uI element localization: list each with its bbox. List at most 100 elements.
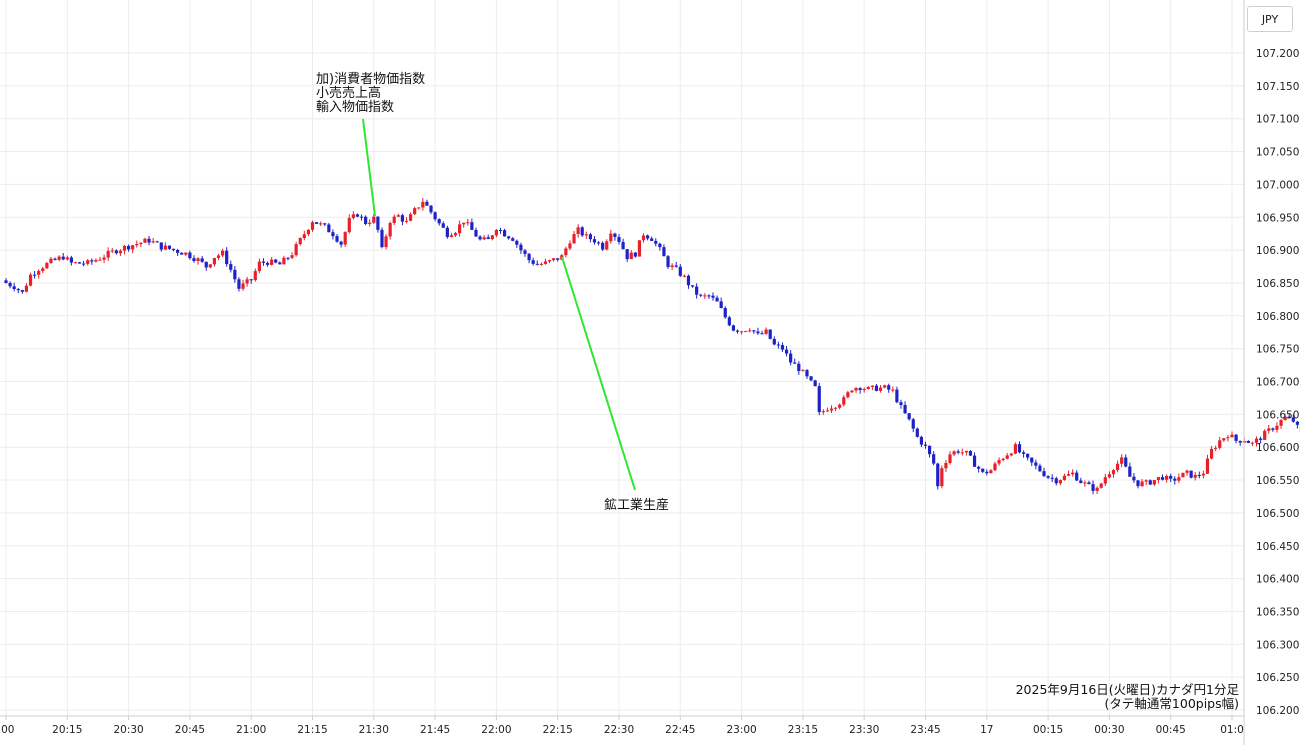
candle-body bbox=[821, 411, 825, 413]
candle-body bbox=[829, 408, 834, 411]
candle-body bbox=[163, 245, 167, 250]
candle-body bbox=[613, 233, 617, 237]
candle-body bbox=[127, 245, 131, 250]
candle-body bbox=[245, 279, 249, 284]
x-tick-label: 00:45 bbox=[1156, 724, 1186, 736]
candle-body bbox=[33, 274, 37, 276]
candle-body bbox=[73, 262, 78, 264]
candle-body bbox=[936, 463, 940, 487]
candle-body bbox=[601, 242, 605, 250]
candle-body bbox=[1062, 475, 1067, 481]
candle-body bbox=[825, 410, 830, 412]
candle-body bbox=[1160, 477, 1165, 480]
candle-body bbox=[547, 260, 552, 262]
candle-body bbox=[319, 223, 323, 225]
candle-body bbox=[343, 232, 347, 245]
candle-body bbox=[1079, 480, 1083, 483]
candle-body bbox=[1263, 430, 1267, 440]
y-tick-label: 106.300 bbox=[1256, 639, 1299, 651]
candle-body bbox=[919, 436, 924, 445]
candle-body bbox=[907, 413, 911, 420]
x-tick-label: 20:45 bbox=[175, 724, 205, 736]
candle-body bbox=[314, 222, 319, 224]
candle-body bbox=[883, 385, 887, 388]
candle-body bbox=[1115, 463, 1120, 471]
candle-body bbox=[225, 250, 229, 265]
candle-body bbox=[686, 275, 691, 286]
x-tick-label: 01:0 bbox=[1220, 724, 1244, 736]
candle-body bbox=[1034, 462, 1038, 466]
annotation-label: 鉱工業生産 bbox=[604, 497, 669, 513]
y-tick-label: 106.700 bbox=[1256, 377, 1299, 389]
candle-body bbox=[1156, 477, 1161, 480]
candle-body bbox=[715, 297, 719, 302]
candle-body bbox=[756, 331, 760, 334]
candle-body bbox=[1099, 483, 1103, 488]
candle-body bbox=[1148, 480, 1152, 485]
candle-body bbox=[981, 468, 985, 472]
candle-body bbox=[331, 232, 335, 237]
x-tick-label: 21:15 bbox=[297, 724, 327, 736]
candle-body bbox=[290, 255, 294, 258]
candle-body bbox=[903, 404, 907, 414]
candle-body bbox=[838, 404, 842, 408]
x-tick-label: 22:30 bbox=[604, 724, 634, 736]
candle-body bbox=[368, 222, 372, 224]
candle-body bbox=[789, 353, 793, 363]
candle-body bbox=[707, 295, 711, 297]
chart-caption-line-1: 2025年9月16日(火曜日)カナダ円1分足 bbox=[1016, 682, 1240, 697]
y-tick-label: 106.900 bbox=[1256, 245, 1299, 257]
candle-body bbox=[678, 266, 682, 276]
x-tick-label: 20:15 bbox=[52, 724, 82, 736]
candle-body bbox=[1222, 438, 1226, 441]
candle-body bbox=[760, 333, 764, 335]
candle-body bbox=[1218, 440, 1222, 448]
candle-body bbox=[1209, 448, 1214, 459]
candle-body bbox=[20, 290, 24, 292]
x-tick-label: 21:00 bbox=[236, 724, 266, 736]
candle-body bbox=[339, 241, 343, 245]
candle-body bbox=[1238, 440, 1242, 443]
candle-body bbox=[82, 263, 86, 265]
y-tick-label: 107.000 bbox=[1256, 179, 1299, 191]
candle-body bbox=[1246, 441, 1250, 443]
candle-body bbox=[1050, 477, 1054, 479]
candle-body bbox=[772, 338, 776, 345]
candle-body bbox=[86, 260, 90, 264]
candle-body bbox=[658, 243, 662, 248]
candle-body bbox=[282, 257, 286, 265]
candle-body bbox=[1021, 452, 1026, 454]
candle-body bbox=[866, 386, 870, 390]
candle-body bbox=[727, 317, 731, 326]
candle-body bbox=[748, 330, 752, 332]
candle-body bbox=[633, 252, 637, 257]
candle-body bbox=[392, 216, 396, 224]
candle-body bbox=[1030, 457, 1034, 463]
candle-body bbox=[1259, 438, 1263, 440]
candle-body bbox=[895, 389, 899, 403]
candle-body bbox=[1144, 480, 1148, 482]
candle-body bbox=[302, 234, 306, 239]
candle-body bbox=[1026, 453, 1030, 458]
candle-body bbox=[445, 227, 449, 237]
candle-body bbox=[609, 233, 613, 242]
candle-body bbox=[580, 227, 584, 236]
candle-body bbox=[384, 236, 388, 248]
candle-body bbox=[1042, 471, 1046, 477]
y-tick-label: 106.400 bbox=[1256, 574, 1299, 586]
candle-body bbox=[997, 460, 1001, 464]
candle-body bbox=[421, 201, 425, 208]
candle-body bbox=[265, 262, 270, 265]
currency-unit-selector[interactable]: JPY bbox=[1247, 6, 1293, 32]
x-tick-label: 17 bbox=[980, 724, 993, 736]
candle-body bbox=[703, 295, 707, 297]
candle-body bbox=[1095, 487, 1099, 491]
candle-body bbox=[887, 385, 891, 390]
y-tick-label: 106.450 bbox=[1256, 541, 1299, 553]
candle-body bbox=[617, 236, 621, 242]
candle-body bbox=[143, 238, 147, 243]
x-tick-label: 23:15 bbox=[788, 724, 818, 736]
candle-body bbox=[270, 259, 274, 265]
candle-body bbox=[556, 258, 560, 260]
candle-body bbox=[229, 264, 233, 270]
